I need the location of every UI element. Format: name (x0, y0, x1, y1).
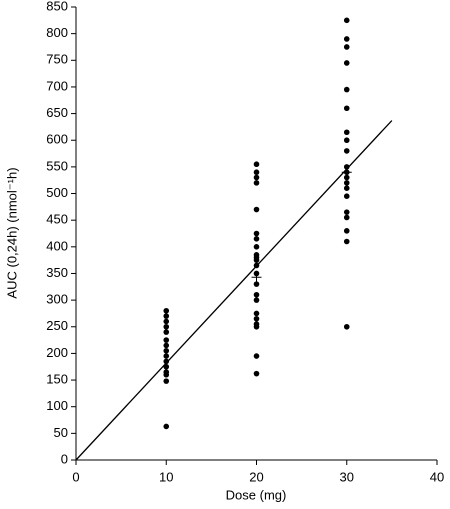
y-tick-label: 750 (46, 52, 68, 67)
y-tick-label: 250 (46, 318, 68, 333)
point (253, 244, 260, 250)
x-tick-label: 40 (430, 469, 444, 484)
point (253, 169, 260, 176)
point (163, 371, 170, 378)
point (163, 323, 170, 330)
point (343, 209, 350, 215)
y-tick-label: 450 (46, 212, 68, 227)
point (163, 318, 170, 325)
x-axis-label: Dose (mg) (226, 487, 287, 502)
point (253, 161, 260, 168)
point (163, 337, 170, 343)
point (163, 353, 170, 359)
point (253, 206, 260, 213)
point (343, 148, 350, 154)
point (343, 174, 350, 181)
point (163, 358, 170, 365)
y-tick-label: 700 (46, 78, 68, 93)
y-axis-label: AUC (0,24h) (nmol⁻¹h) (4, 167, 19, 298)
fit-line (75, 120, 393, 461)
point (343, 185, 350, 191)
y-tick-label: 100 (46, 398, 68, 413)
y-tick-label: 200 (46, 345, 68, 360)
x-tick-label: 0 (72, 469, 79, 484)
y-tick-label: 400 (46, 238, 68, 253)
point (163, 313, 170, 319)
y-tick-label: 500 (46, 185, 68, 200)
point (253, 315, 260, 322)
y-tick-label: 650 (46, 105, 68, 120)
point (253, 236, 260, 242)
point (343, 137, 350, 144)
point (253, 230, 260, 237)
y-tick-label: 0 (61, 451, 68, 466)
y-tick-label: 300 (46, 292, 68, 307)
point (163, 347, 170, 354)
point (253, 370, 260, 377)
point (253, 310, 260, 317)
point (343, 228, 350, 234)
x-tick-label: 10 (159, 469, 173, 484)
y-tick-label: 350 (46, 265, 68, 280)
point (163, 378, 170, 384)
point (343, 193, 350, 199)
point (253, 174, 260, 181)
point (253, 323, 260, 330)
point (253, 180, 260, 186)
point (343, 180, 350, 186)
point (253, 353, 260, 359)
point (343, 36, 350, 42)
point (343, 105, 350, 112)
x-tick-label: 30 (340, 469, 354, 484)
point (163, 423, 170, 430)
point (343, 214, 350, 221)
point (343, 129, 350, 136)
point (253, 257, 260, 263)
point (343, 17, 350, 24)
point (253, 291, 260, 298)
point (343, 86, 350, 93)
point (253, 281, 260, 287)
point (343, 60, 350, 66)
y-tick-label: 600 (46, 132, 68, 147)
point (343, 323, 350, 330)
point (343, 44, 350, 50)
point (163, 307, 170, 314)
point (163, 329, 170, 335)
mean-marker (251, 272, 262, 283)
point (343, 238, 350, 245)
y-tick-label: 550 (46, 158, 68, 173)
y-tick-label: 850 (46, 0, 68, 13)
y-tick-label: 800 (46, 25, 68, 40)
point (163, 342, 170, 349)
point (253, 297, 260, 303)
y-tick-label: 50 (54, 425, 68, 440)
x-tick-label: 20 (249, 469, 263, 484)
y-tick-label: 150 (46, 371, 68, 386)
